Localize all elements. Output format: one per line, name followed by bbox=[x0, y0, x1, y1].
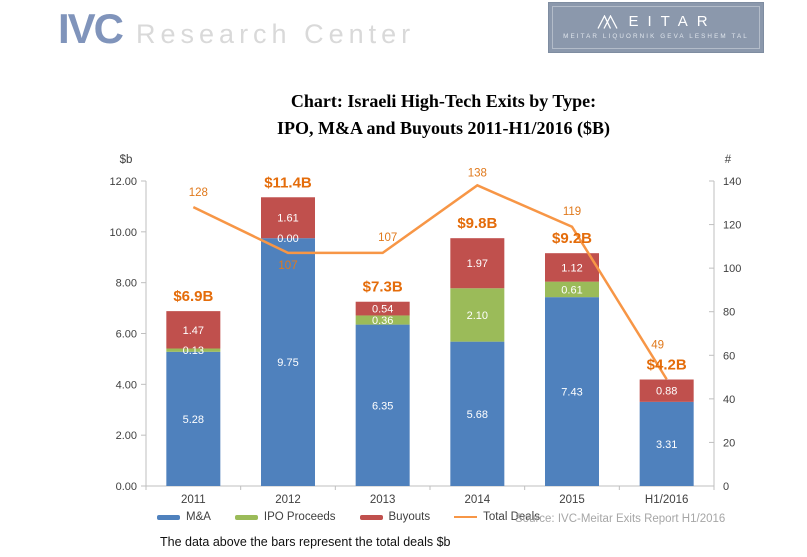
legend-item-buyouts: Buyouts bbox=[359, 511, 431, 523]
legend-item-total-deals: Total Deals bbox=[454, 511, 540, 523]
bar-value-label-buyouts-2012: 1.61 bbox=[277, 213, 298, 225]
bar-value-label-m-a-2014: 5.68 bbox=[467, 409, 488, 421]
bar-total-label-2012: $11.4B bbox=[264, 174, 312, 191]
bar-total-label-2014: $9.8B bbox=[457, 215, 497, 232]
bar-segment-m-a-2011 bbox=[166, 351, 221, 486]
y-axis-left-tick-label: 8.00 bbox=[116, 278, 137, 290]
bar-segment-buyouts-h1-2016 bbox=[639, 379, 694, 402]
bar-segment-buyouts-2011 bbox=[166, 311, 221, 349]
x-axis-label-2013: 2013 bbox=[370, 494, 396, 506]
bar-segment-ipo-proceeds-2011 bbox=[166, 348, 221, 352]
legend-label: IPO Proceeds bbox=[263, 511, 336, 523]
source-text: Source: IVC-Meitar Exits Report H1/2016 bbox=[515, 513, 726, 525]
bar-value-label-m-a-2013: 6.35 bbox=[372, 400, 393, 412]
bar-segment-m-a-2015 bbox=[545, 297, 599, 486]
ivc-logo: IVC Research Center bbox=[58, 6, 415, 57]
total-deals-line bbox=[192, 183, 668, 380]
y-axis-left-tick-label: 2.00 bbox=[116, 430, 137, 442]
bar-segment-m-a-2013 bbox=[355, 324, 410, 486]
bar-segment-ipo-proceeds-2015 bbox=[545, 281, 599, 298]
meitar-wordmark: EITAR bbox=[595, 13, 717, 30]
y-axis-right-tick-label: 20 bbox=[723, 437, 735, 449]
y-axis-right-tick-label: 60 bbox=[723, 350, 735, 362]
bar-total-label-h1-2016: $4.2B bbox=[647, 357, 687, 374]
bar-value-label-ipo-proceeds-2012: 0.00 bbox=[277, 233, 298, 245]
total-deals-label-2012: 107 bbox=[278, 260, 297, 272]
legend: M&A IPO Proceeds Buyouts Total Deals bbox=[157, 511, 540, 523]
y-axis-right-tick-label: 140 bbox=[723, 176, 741, 188]
bar-value-label-buyouts-2013: 0.54 bbox=[372, 304, 393, 316]
legend-label: Total Deals bbox=[483, 511, 540, 523]
bar-value-label-ipo-proceeds-2014: 2.10 bbox=[467, 310, 488, 322]
y-axis-left-tick-label: 10.00 bbox=[109, 227, 137, 239]
legend-item-m-a: M&A bbox=[157, 511, 211, 523]
x-axis-label-2015: 2015 bbox=[559, 494, 585, 506]
legend-item-ipo-proceeds: IPO Proceeds bbox=[234, 511, 336, 523]
y-axis-left-tick-label: 4.00 bbox=[116, 379, 137, 391]
legend-marker-buyouts bbox=[359, 514, 383, 520]
bar-total-label-2013: $7.3B bbox=[363, 279, 403, 296]
total-deals-label-2015: 119 bbox=[563, 206, 581, 218]
bar-value-label-ipo-proceeds-2011: 0.13 bbox=[183, 345, 204, 357]
y-axis-right-tick-label: 120 bbox=[723, 220, 741, 232]
bar-segment-buyouts-2013 bbox=[355, 301, 410, 316]
y-axis-left-tick-label: 0.00 bbox=[116, 481, 137, 493]
bar-value-label-m-a-2015: 7.43 bbox=[561, 387, 582, 399]
bar-value-label-m-a-2011: 5.28 bbox=[183, 414, 204, 426]
legend-label: Buyouts bbox=[388, 511, 431, 523]
bar-value-label-buyouts-h1-2016: 0.88 bbox=[656, 386, 677, 398]
legend-marker-total-deals bbox=[454, 515, 478, 519]
chart: 0.00 2.00 4.00 6.00 8.00 10.00 12.00 0 20 40 60 80 1… bbox=[109, 154, 741, 506]
bar-total-label-2015: $9.2B bbox=[552, 230, 592, 247]
legend-label: M&A bbox=[186, 511, 211, 523]
bar-value-label-ipo-proceeds-2013: 0.36 bbox=[372, 315, 393, 327]
y-axis-right-tick-label: 40 bbox=[723, 394, 735, 406]
total-deals-label-2013: 107 bbox=[378, 232, 397, 244]
bar-segment-ipo-proceeds-2013 bbox=[355, 315, 410, 325]
y-axis-left-tick-label: 12.00 bbox=[109, 176, 137, 188]
total-deals-label-2014: 138 bbox=[468, 167, 487, 179]
bar-value-label-buyouts-2014: 1.97 bbox=[467, 258, 488, 270]
bar-value-label-buyouts-2015: 1.12 bbox=[561, 262, 582, 274]
bar-segment-buyouts-2014 bbox=[450, 238, 505, 289]
bar-value-label-buyouts-2011: 1.47 bbox=[183, 325, 204, 337]
y-axis-left-tick-label: 6.00 bbox=[116, 329, 137, 341]
bar-value-label-m-a-h1-2016: 3.31 bbox=[656, 439, 677, 451]
x-axis-label-2011: 2011 bbox=[181, 494, 206, 506]
bar-total-label-2011: $6.9B bbox=[173, 288, 213, 305]
bar-segment-m-a-h1-2016 bbox=[639, 401, 694, 486]
x-axis-label-2014: 2014 bbox=[465, 494, 491, 506]
chart-title-line1: Chart: Israeli High-Tech Exits by Type: bbox=[290, 91, 597, 111]
bar-segment-ipo-proceeds-2014 bbox=[450, 288, 505, 342]
y-axis-right-tick-label: 0 bbox=[723, 481, 729, 493]
meitar-logo-subtitle: MEITAR LIQUORNIK GEVA LESHEM TAL bbox=[563, 33, 749, 40]
legend-marker-m-a bbox=[157, 514, 180, 520]
meitar-logo: EITAR MEITAR LIQUORNIK GEVA LESHEM TAL bbox=[548, 2, 764, 53]
meitar-wordmark-letters: EITAR bbox=[628, 13, 717, 30]
bar-segment-buyouts-2012 bbox=[261, 197, 315, 239]
bar-value-label-ipo-proceeds-2015: 0.61 bbox=[561, 284, 582, 296]
total-deals-label-2011: 128 bbox=[189, 187, 208, 199]
y-axis-right-tick-label: 80 bbox=[723, 307, 735, 319]
chart-title: Chart: Israeli High-Tech Exits by Type: … bbox=[80, 88, 807, 142]
bar-segment-m-a-2014 bbox=[450, 341, 505, 486]
legend-marker-ipo-proceeds bbox=[234, 514, 258, 520]
x-axis-label-h1-2016: H1/2016 bbox=[645, 494, 688, 506]
y-axis-right-title: # bbox=[725, 154, 732, 166]
footnote: The data above the bars represent the to… bbox=[160, 535, 451, 549]
y-axis-right-tick-label: 100 bbox=[723, 263, 741, 275]
bar-segment-m-a-2012 bbox=[261, 238, 315, 486]
x-axis-label-2012: 2012 bbox=[275, 494, 301, 506]
y-axis-left-title: $b bbox=[120, 154, 133, 166]
ivc-logo-subtitle: Research Center bbox=[136, 19, 416, 49]
chart-title-line2: IPO, M&A and Buyouts 2011-H1/2016 ($B) bbox=[276, 118, 611, 138]
meitar-m-icon bbox=[597, 15, 619, 29]
ivc-logo-name: IVC bbox=[58, 5, 124, 52]
total-deals-label-h1-2016: 49 bbox=[651, 339, 664, 351]
bar-value-label-m-a-2012: 9.75 bbox=[277, 357, 298, 369]
